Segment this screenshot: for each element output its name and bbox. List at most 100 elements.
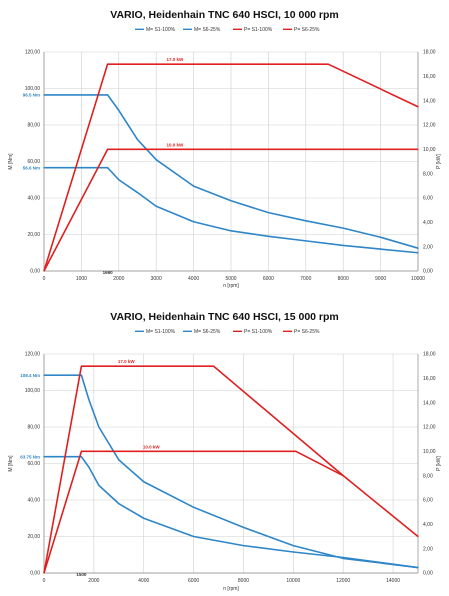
data-point — [342, 227, 344, 229]
y-tick-label: 40,00 — [27, 196, 40, 202]
data-point — [212, 365, 215, 367]
x-tick-label: 5000 — [225, 276, 236, 282]
data-point — [143, 517, 145, 519]
data-point — [155, 159, 157, 161]
y2-tick-label: 10,00 — [423, 449, 436, 455]
data-point — [193, 221, 195, 223]
data-point — [417, 148, 419, 150]
y2-tick-label: 12,00 — [423, 425, 436, 431]
chart-title: VARIO, Heidenhain TNC 640 HSCI, 10 000 r… — [110, 9, 339, 21]
chart-annotation: 63.75 Nm — [20, 454, 40, 459]
y2-tick-label: 14,00 — [423, 400, 436, 406]
data-point — [118, 109, 120, 111]
data-point — [143, 481, 145, 483]
data-point — [136, 191, 139, 194]
y2-tick-label: 4,00 — [423, 522, 433, 528]
series-line — [43, 450, 344, 574]
x-tick-label: 8000 — [238, 578, 249, 584]
data-point — [80, 450, 82, 452]
data-point — [417, 247, 419, 249]
data-point — [155, 205, 157, 207]
data-point — [292, 545, 294, 547]
y2-tick-label: 2,00 — [423, 546, 433, 552]
x-tick-label: 2000 — [88, 578, 99, 584]
data-point — [327, 63, 329, 65]
y2-tick-label: 12,00 — [423, 123, 436, 129]
data-point — [88, 399, 90, 401]
y2-tick-label: 10,00 — [423, 147, 436, 153]
chart-annotation: 96.5 Nm — [23, 92, 40, 97]
data-point — [417, 566, 419, 569]
chart-15000-rpm: VARIO, Heidenhain TNC 640 HSCI, 15 000 r… — [8, 311, 442, 592]
data-point — [98, 426, 100, 428]
legend-label: M= S1-100% — [146, 27, 176, 33]
y2-tick-label: 16,00 — [423, 376, 436, 382]
data-point — [106, 167, 109, 169]
data-point — [267, 212, 269, 214]
y2-tick-label: 18,00 — [423, 50, 436, 56]
legend-label: P= S1-100% — [244, 27, 273, 33]
data-point — [43, 167, 45, 169]
data-point — [106, 63, 109, 65]
y-tick-label: 0,00 — [30, 571, 40, 577]
chart-annotation: 108.4 Nm — [20, 373, 40, 378]
data-point — [242, 545, 245, 547]
data-point — [267, 235, 269, 237]
legend-label: P= S6-25% — [294, 27, 320, 33]
x-tick-label: 6000 — [188, 578, 199, 584]
y-tick-label: 100,00 — [25, 388, 41, 394]
y-tick-label: 0,00 — [30, 269, 40, 275]
data-point — [417, 252, 419, 254]
data-point — [43, 270, 45, 272]
y2-axis-label: P [kW] — [436, 456, 442, 471]
data-point — [193, 185, 195, 187]
x-axis-label: n [rpm] — [223, 283, 239, 289]
data-point — [80, 374, 82, 376]
series-line — [44, 166, 419, 254]
data-point — [43, 572, 45, 574]
chart-annotation: 10.0 kW — [143, 444, 161, 449]
data-point — [43, 94, 45, 96]
data-point — [118, 503, 120, 505]
chart-10000-rpm: VARIO, Heidenhain TNC 640 HSCI, 10 000 r… — [8, 9, 442, 289]
y-tick-label: 40,00 — [27, 498, 40, 504]
y-tick-label: 20,00 — [27, 232, 40, 238]
y-tick-label: 60,00 — [27, 159, 40, 165]
data-point — [106, 148, 109, 150]
data-point — [380, 236, 382, 238]
data-point — [342, 556, 344, 559]
chart-annotation: 1500 — [76, 572, 87, 577]
y2-tick-label: 2,00 — [423, 244, 433, 250]
x-tick-label: 7000 — [300, 276, 311, 282]
y2-tick-label: 0,00 — [423, 571, 433, 577]
data-point — [193, 506, 195, 508]
chart-annotation: 10.0 kW — [167, 142, 185, 147]
y2-tick-label: 16,00 — [423, 74, 436, 80]
y-tick-label: 120,00 — [25, 50, 41, 56]
chart-annotation: 56.6 Nm — [23, 165, 40, 170]
data-point — [380, 248, 382, 250]
y-tick-label: 120,00 — [25, 352, 41, 358]
x-tick-label: 3000 — [151, 276, 162, 282]
y2-tick-label: 8,00 — [423, 473, 433, 479]
data-point — [295, 450, 297, 452]
legend-label: M= S6-25% — [194, 27, 221, 33]
x-tick-label: 4000 — [188, 276, 199, 282]
data-point — [106, 94, 109, 96]
y2-tick-label: 18,00 — [423, 352, 436, 358]
data-point — [342, 244, 344, 247]
x-tick-label: 0 — [43, 578, 46, 584]
data-point — [230, 230, 232, 232]
series-line — [44, 94, 419, 249]
legend-label: M= S6-25% — [194, 329, 221, 335]
data-point — [88, 466, 90, 468]
y-tick-label: 20,00 — [27, 534, 40, 540]
chart-annotation: 17.0 kW — [167, 57, 185, 62]
y-axis-label: M [Nm] — [8, 455, 14, 472]
data-point — [98, 484, 100, 486]
y2-tick-label: 4,00 — [423, 220, 433, 226]
data-point — [417, 535, 419, 538]
series-line — [43, 365, 419, 574]
data-point — [292, 551, 294, 553]
data-point — [342, 475, 344, 477]
